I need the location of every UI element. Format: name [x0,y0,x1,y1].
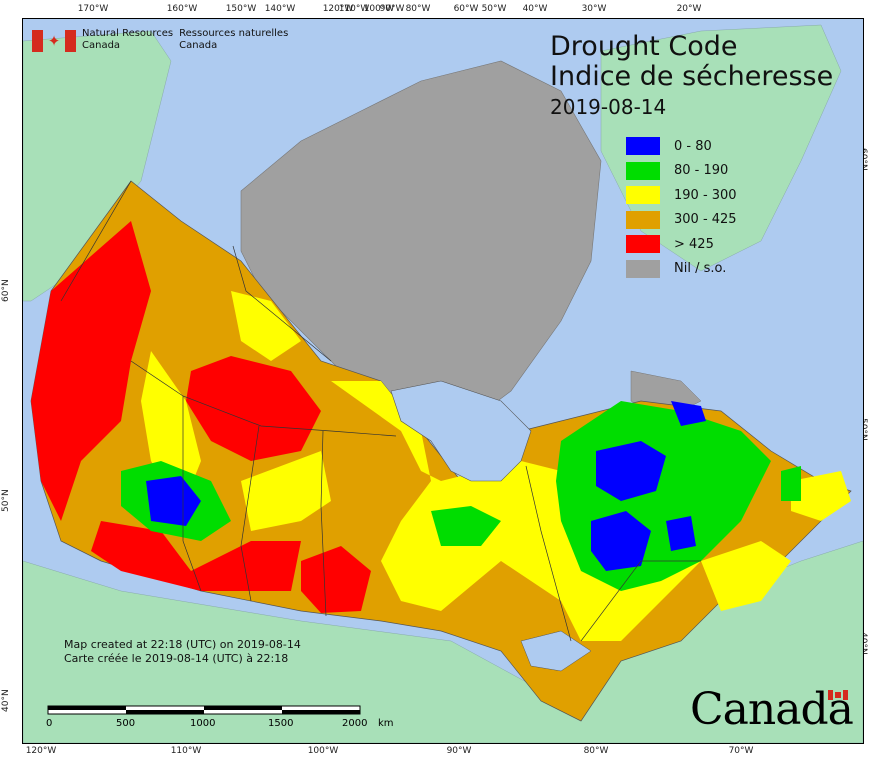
scale-label: 1500 [268,718,294,729]
zone-green [781,466,801,501]
lon-tick-top: 100°W [363,4,395,14]
zone-green [431,506,501,546]
zone-yellow [701,541,791,611]
lon-tick-top: 90°W [379,4,405,14]
scale-bar-graphic [47,705,361,715]
agency-name-en: Natural Resources Canada [82,28,173,52]
legend-swatch [626,161,660,180]
lon-tick-bottom: 110°W [170,746,202,756]
creation-note-en: Map created at 22:18 (UTC) on 2019-08-14 [64,638,301,651]
legend-label: Nil / s.o. [674,261,727,277]
zone-yellow [241,451,331,531]
map-drawing [23,24,863,743]
legend-item: 190 - 300 [626,183,737,208]
lon-tick-top: 120°W [322,4,354,14]
lon-tick-top: 140°W [264,4,296,14]
lon-tick-top: 60°W [453,4,479,14]
agency-name-fr: Ressources naturelles Canada [179,28,288,52]
zone-red [31,221,151,521]
map-title: Drought Code Indice de sécheresse 2019-0… [550,32,833,120]
provincial-borders [60,180,701,642]
lon-tick-top: 160°W [166,4,198,14]
zone-red [301,546,371,613]
legend: 0 - 80 80 - 190 190 - 300 300 - 425 > 42… [626,134,737,281]
legend-item: Nil / s.o. [626,257,737,282]
scale-label: 1000 [190,718,216,729]
lon-tick-top: 30°W [581,4,607,14]
wordmark-text: Canada [690,684,854,735]
lon-tick-top: 40°W [522,4,548,14]
scale-label: 2000 [342,718,368,729]
creation-note-fr: Carte créée le 2019-08-14 (UTC) à 22:18 [64,652,289,665]
lon-tick-top: 20°W [676,4,702,14]
legend-label: 300 - 425 [674,212,737,228]
lat-tick-left: 50°N [1,489,11,512]
lon-tick-top: 50°W [481,4,507,14]
title-en: Drought Code [550,31,738,62]
canada-flag-icon: ✦ [32,30,76,52]
agency-signature: ✦ Natural Resources Canada Ressources na… [32,28,288,52]
lon-tick-bottom: 70°W [728,746,754,756]
zone-blue [671,401,706,426]
legend-swatch [626,186,660,205]
legend-item: 0 - 80 [626,134,737,159]
legend-swatch [626,259,660,278]
lon-tick-top: 150°W [225,4,257,14]
agency-line: Canada [82,40,121,51]
legend-swatch [626,235,660,254]
legend-item: 300 - 425 [626,208,737,233]
lon-tick-top: 80°W [405,4,431,14]
agency-line: Natural Resources [82,28,174,39]
lon-tick-top: 110°W [338,4,370,14]
zone-blue [596,441,666,501]
canada-wordmark: Canada [690,684,854,735]
title-fr: Indice de sécheresse [550,61,834,92]
legend-label: 80 - 190 [674,163,729,179]
scale-unit: km [378,718,394,729]
legend-item: > 425 [626,232,737,257]
map-canvas [22,18,864,744]
creation-note: Map created at 22:18 (UTC) on 2019-08-14… [64,638,301,666]
legend-label: > 425 [674,236,714,252]
zone-red [91,521,301,591]
wordmark-flag-icon [828,690,848,700]
legend-swatch [626,137,660,156]
legend-item: 80 - 190 [626,159,737,184]
legend-swatch [626,210,660,229]
lon-tick-bottom: 80°W [583,746,609,756]
zone-blue [146,476,201,526]
zone-blue [666,516,696,551]
lon-tick-bottom: 90°W [446,746,472,756]
map-date: 2019-08-14 [550,95,667,119]
arctic-islands [240,60,602,422]
zone-yellow [791,471,851,521]
lat-tick-left: 40°N [1,689,11,712]
agency-line: Canada [179,40,218,51]
scale-bar: 0 500 1000 1500 2000 km [46,704,394,734]
land-greenland [600,24,842,272]
zone-blue [591,511,651,571]
hudson-bay [390,380,532,482]
great-lakes [520,630,592,672]
zone-red [186,356,321,461]
legend-label: 190 - 300 [674,187,737,203]
lon-tick-bottom: 120°W [25,746,57,756]
scale-label: 0 [46,718,53,729]
legend-label: 0 - 80 [674,138,712,154]
lon-tick-bottom: 100°W [307,746,339,756]
agency-line: Ressources naturelles [179,28,289,39]
lon-tick-top: 170°W [77,4,109,14]
zone-yellow [231,291,301,361]
scale-label: 500 [116,718,136,729]
lat-tick-left: 60°N [1,279,11,302]
